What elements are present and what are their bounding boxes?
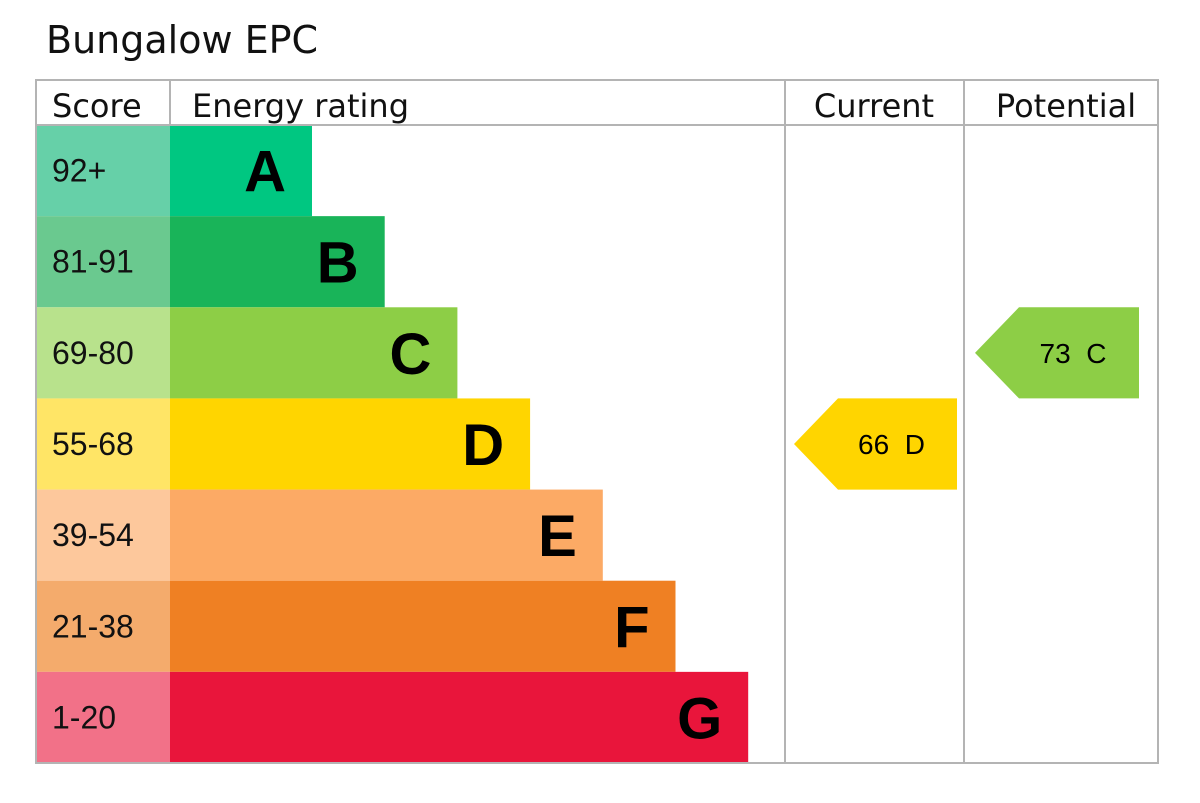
rating-bands: 92+ A 81-91 B 69-80 C 55-68 D 39-54 E 21-38 F 1-20 G (36, 125, 749, 763)
band-letter-f: F (614, 595, 649, 660)
band-letter-c: C (390, 322, 432, 387)
current-rating-arrow (794, 398, 957, 490)
band-letter-d: D (462, 413, 504, 478)
score-cell-g (36, 671, 170, 763)
header-potential: Potential (996, 87, 1136, 125)
score-label-f: 21-38 (52, 608, 134, 644)
band-letter-e: E (538, 504, 577, 569)
current-rating-label: 66 D (858, 429, 925, 460)
header-energy-rating: Energy rating (192, 87, 409, 125)
score-cell-b (36, 216, 170, 308)
score-label-b: 81-91 (52, 244, 134, 280)
table-border (35, 79, 1159, 764)
score-cell-a (36, 125, 170, 217)
score-label-d: 55-68 (52, 426, 134, 462)
score-label-g: 1-20 (52, 699, 116, 735)
band-letter-a: A (244, 140, 286, 205)
band-letter-g: G (677, 686, 722, 751)
header-current: Current (814, 87, 934, 125)
band-bar-c (170, 307, 458, 399)
score-label-c: 69-80 (52, 335, 134, 371)
band-bar-g (170, 671, 749, 763)
score-cell-d (36, 398, 170, 490)
score-label-a: 92+ (52, 153, 106, 189)
band-bar-e (170, 489, 603, 581)
score-cell-e (36, 489, 170, 581)
band-bar-f (170, 580, 676, 672)
band-bar-b (170, 216, 385, 308)
rating-pointers: 66 D 73 C (794, 307, 1139, 490)
band-bar-a (170, 125, 312, 217)
potential-rating-label: 73 C (1040, 338, 1107, 369)
header-score: Score (52, 87, 142, 125)
score-cell-c (36, 307, 170, 399)
band-letter-b: B (317, 231, 359, 296)
table-header: Score Energy rating Current Potential (52, 87, 1136, 125)
table-grid (35, 79, 1159, 764)
score-cell-f (36, 580, 170, 672)
band-bar-d (170, 398, 531, 490)
page-title: Bungalow EPC (46, 18, 319, 62)
potential-rating-arrow (975, 307, 1139, 399)
score-label-e: 39-54 (52, 517, 134, 553)
